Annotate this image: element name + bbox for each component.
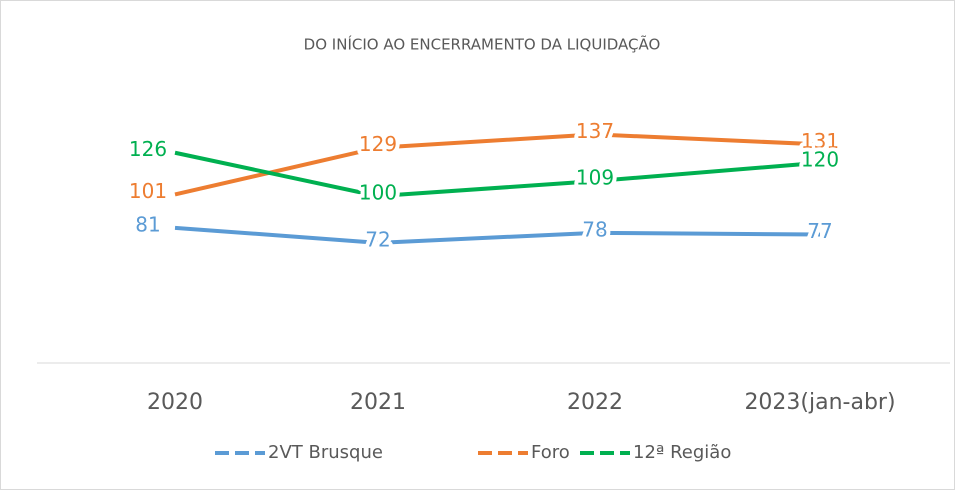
data-label: 78 <box>582 217 607 241</box>
data-label: 120 <box>801 147 839 171</box>
legend-label: 12ª Região <box>633 442 731 463</box>
data-label: 100 <box>359 181 397 205</box>
data-label: 131 <box>801 129 839 153</box>
x-tick-label: 2021 <box>350 390 406 415</box>
data-label: 137 <box>576 119 614 143</box>
legend-label: Foro <box>531 442 570 463</box>
data-label: 101 <box>129 179 167 203</box>
x-tick-label: 2020 <box>147 390 203 415</box>
legend-label: 2VT Brusque <box>268 442 383 463</box>
series-line <box>174 225 821 245</box>
chart-title: DO INÍCIO AO ENCERRAMENTO DA LIQUIDAÇÃO <box>304 35 661 54</box>
series-line <box>174 150 821 199</box>
data-label: 126 <box>129 137 167 161</box>
data-label: 129 <box>359 132 397 156</box>
data-label: 81 <box>135 212 160 236</box>
x-tick-label: 2022 <box>567 390 623 415</box>
data-label: 77 <box>807 219 832 243</box>
data-label: 109 <box>576 166 614 190</box>
series-line <box>174 132 821 197</box>
data-label: 72 <box>365 227 390 251</box>
x-tick-label: 2023(jan-abr) <box>744 390 895 415</box>
